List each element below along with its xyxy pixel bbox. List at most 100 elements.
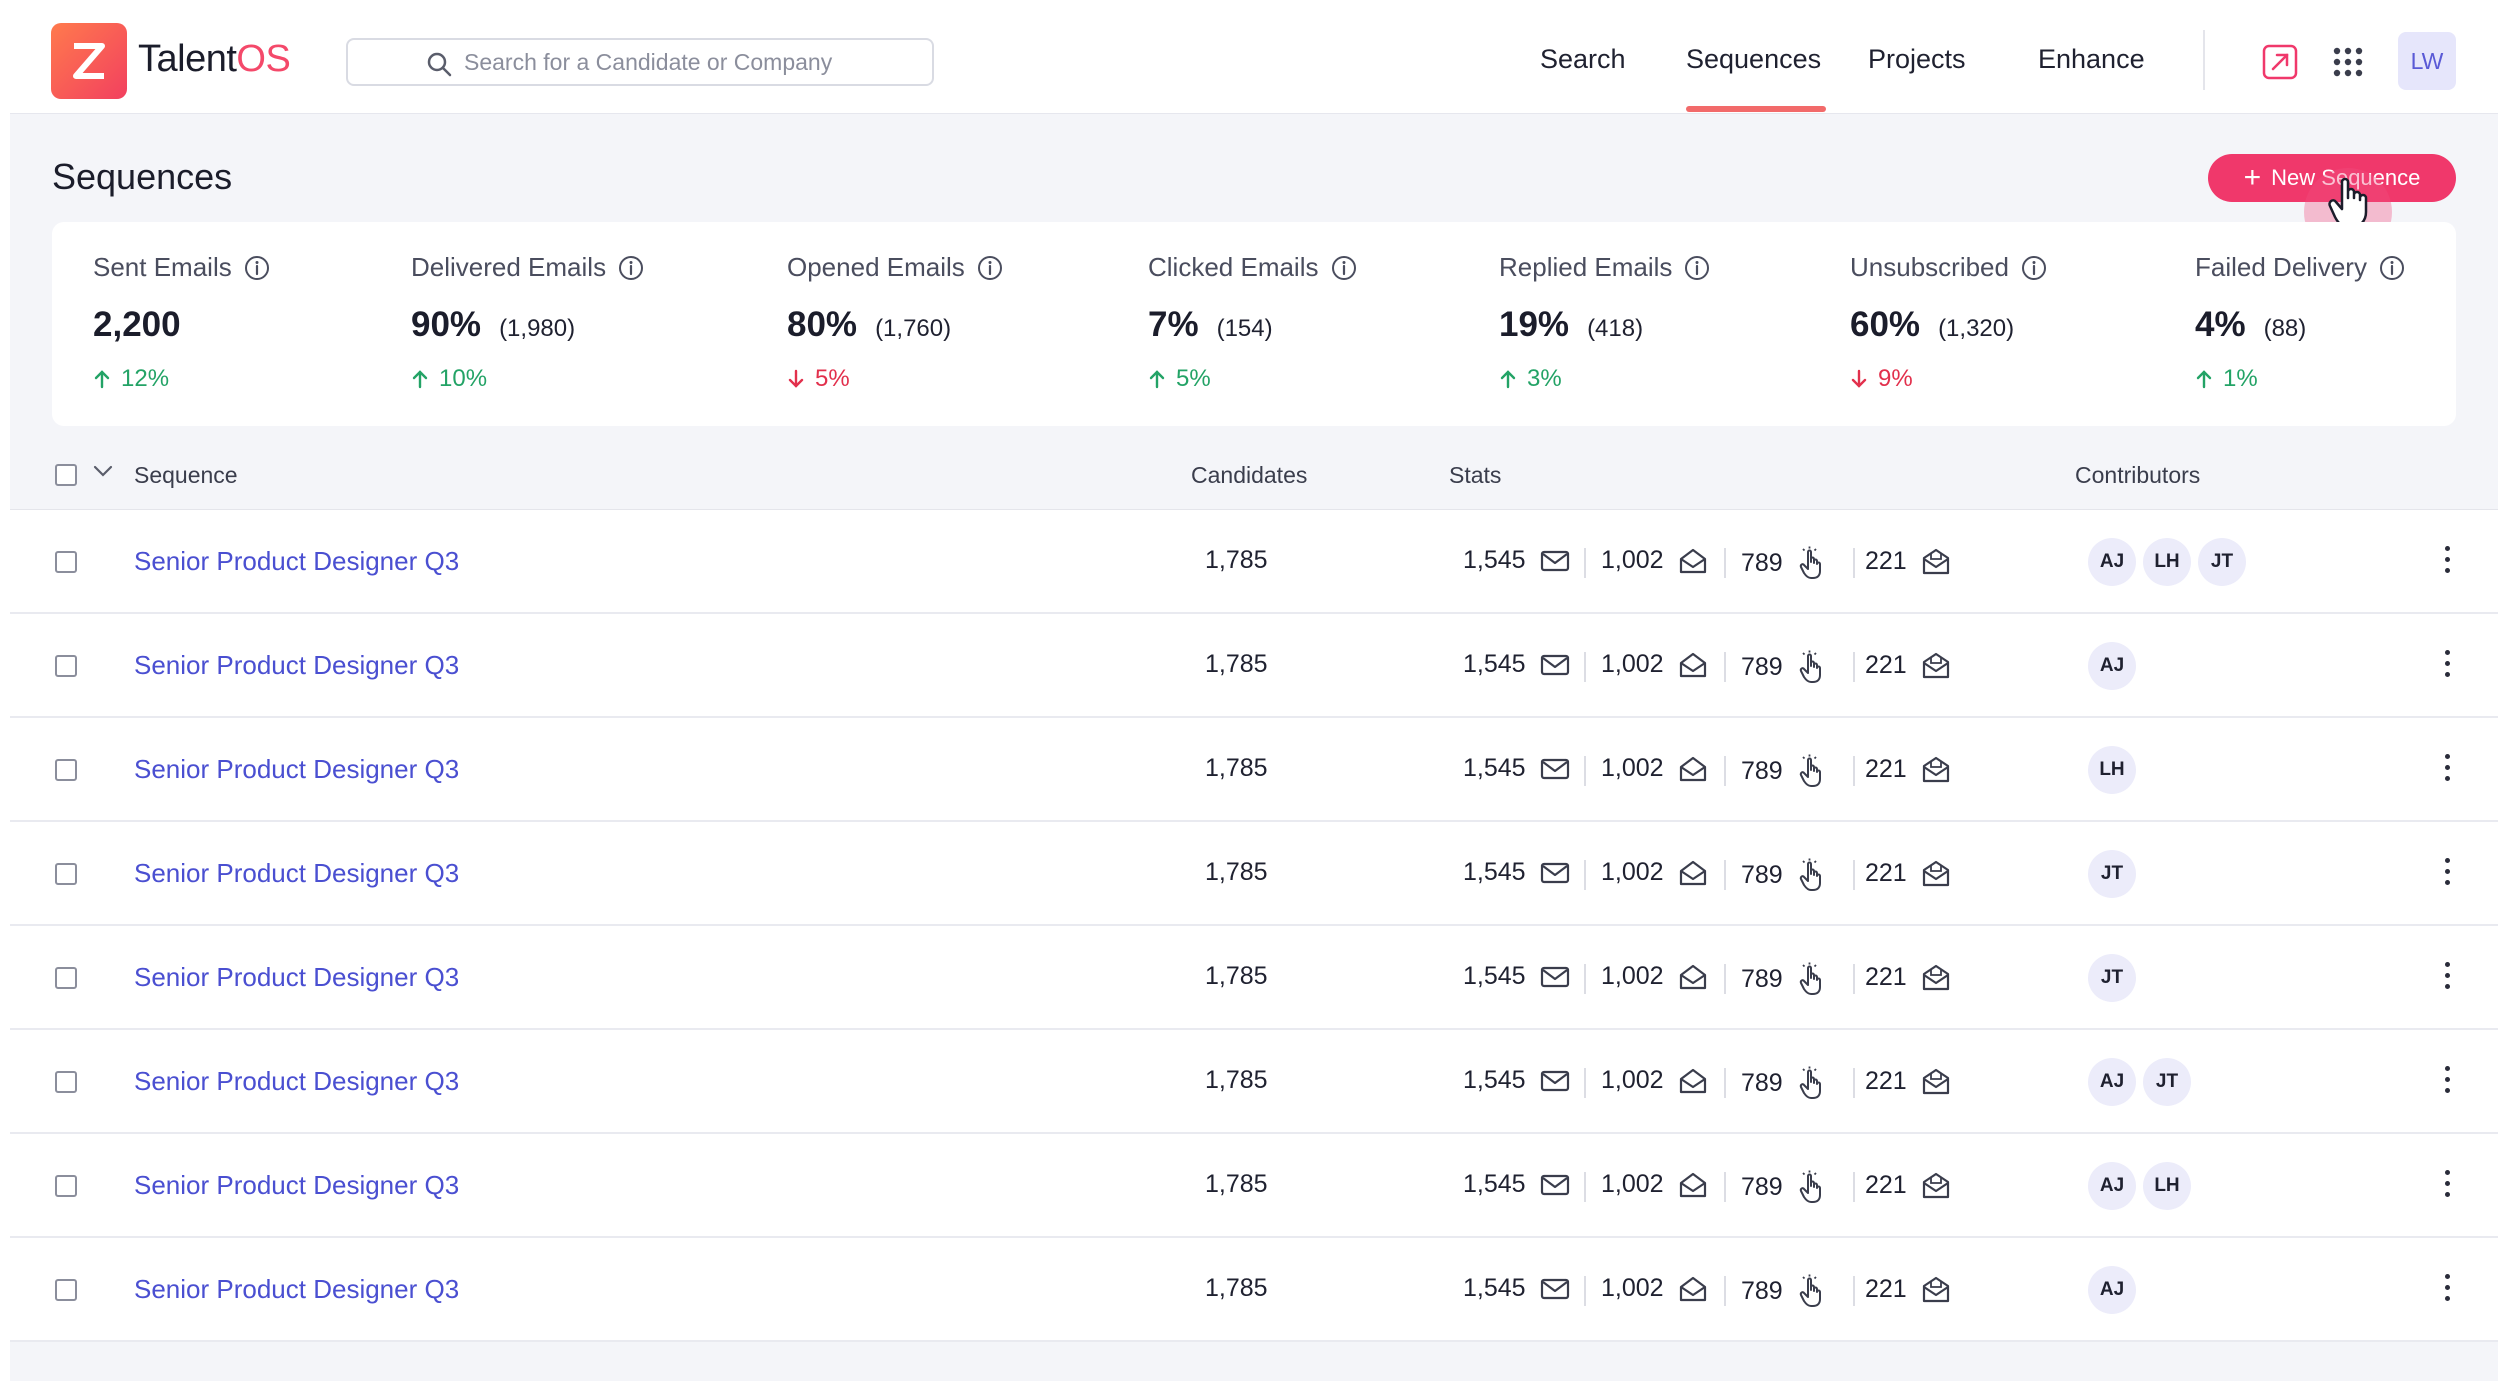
col-sequence[interactable]: Sequence [134,462,238,488]
sequence-link[interactable]: Senior Product Designer Q3 [134,858,460,888]
apps-grid-icon[interactable] [2330,44,2366,80]
row-checkbox[interactable] [55,1071,77,1093]
table-row[interactable]: Senior Product Designer Q3 1,785 1,545 1,00… [10,510,2498,614]
stat-value: 19% (418) [1499,305,1644,344]
info-icon[interactable] [2379,255,2405,281]
mail-opened-icon [1679,548,1706,573]
more-options-icon[interactable] [2440,962,2454,996]
stat-replied: 221 [1865,754,1951,784]
info-icon[interactable] [2021,255,2047,281]
sequence-link[interactable]: Senior Product Designer Q3 [134,962,460,992]
more-options-icon[interactable] [2440,546,2454,580]
user-avatar[interactable]: LW [2398,32,2456,90]
contributor-avatar[interactable]: JT [2198,538,2246,586]
sequence-link[interactable]: Senior Product Designer Q3 [134,546,460,576]
stat-replied: 221 [1865,1170,1951,1200]
sequence-link[interactable]: Senior Product Designer Q3 [134,1066,460,1096]
more-options-icon[interactable] [2440,858,2454,892]
stat-clicked: 789 [1741,546,1825,580]
col-candidates[interactable]: Candidates [1191,462,1308,488]
contributor-avatar[interactable]: AJ [2088,538,2136,586]
contributor-avatar[interactable]: AJ [2088,1162,2136,1210]
stat-unsubscribed: Unsubscribed 60% (1,320) 9% [1850,252,2047,393]
nav-enhance[interactable]: Enhance [2038,44,2145,74]
info-icon[interactable] [1331,255,1357,281]
table-row[interactable]: Senior Product Designer Q3 1,785 1,545 1,00… [10,1030,2498,1134]
contributor-avatar[interactable]: JT [2143,1058,2191,1106]
mail-opened-icon [1679,652,1706,677]
info-icon[interactable] [618,255,644,281]
table-row[interactable]: Senior Product Designer Q3 1,785 1,545 1,00… [10,614,2498,718]
row-checkbox[interactable] [55,759,77,781]
search-input[interactable] [464,46,914,78]
more-options-icon[interactable] [2440,1066,2454,1100]
row-checkbox[interactable] [55,655,77,677]
click-icon [1799,754,1821,787]
more-options-icon[interactable] [2440,1170,2454,1204]
stat-delivered-emails: Delivered Emails 90% (1,980) 10% [411,252,644,393]
row-checkbox[interactable] [55,967,77,989]
more-options-icon[interactable] [2440,1274,2454,1308]
stat-opened: 1,002 [1601,1170,1708,1199]
more-options-icon[interactable] [2440,754,2454,788]
sequence-link[interactable]: Senior Product Designer Q3 [134,1274,460,1304]
contributor-avatar[interactable]: AJ [2088,1266,2136,1314]
stat-divider [1724,1276,1726,1306]
mail-sent-icon [1540,862,1569,883]
stat-divider [1853,1172,1855,1202]
mail-sent-icon [1540,550,1569,571]
new-sequence-button[interactable]: + New Sequence [2208,154,2456,202]
contributor-avatar[interactable]: LH [2143,1162,2191,1210]
top-header: TalentOS Search Sequences Projects Enhan… [10,0,2498,114]
click-icon [1799,1274,1821,1307]
info-icon[interactable] [1684,255,1710,281]
mail-sent-icon [1540,1070,1569,1091]
stats-summary-card: Sent Emails 2,200 12% Delivered Emails 90% (1… [52,222,2456,426]
app-frame: TalentOS Search Sequences Projects Enhan… [10,0,2498,1381]
stat-opened: 1,002 [1601,1066,1708,1095]
stat-divider [1584,1276,1586,1306]
chevron-down-icon[interactable] [92,464,114,478]
mail-opened-icon [1679,964,1706,989]
contributor-avatar[interactable]: LH [2088,746,2136,794]
row-checkbox[interactable] [55,863,77,885]
more-options-icon[interactable] [2440,650,2454,684]
nav-projects[interactable]: Projects [1868,44,1966,74]
select-all-checkbox[interactable] [55,464,77,486]
nav-search[interactable]: Search [1540,44,1626,74]
logo-icon[interactable] [51,23,127,99]
table-row[interactable]: Senior Product Designer Q3 1,785 1,545 1,00… [10,1134,2498,1238]
table-row[interactable]: Senior Product Designer Q3 1,785 1,545 1,00… [10,1238,2498,1342]
stat-label: Failed Delivery [2195,252,2367,282]
stat-subvalue: (88) [2263,315,2307,342]
row-checkbox[interactable] [55,1175,77,1197]
mail-opened-icon [1679,860,1706,885]
contributor-avatar[interactable]: JT [2088,954,2136,1002]
mail-replied-icon [1922,756,1949,783]
stat-divider [1584,964,1586,994]
table-row[interactable]: Senior Product Designer Q3 1,785 1,545 1,00… [10,822,2498,926]
table-row[interactable]: Senior Product Designer Q3 1,785 1,545 1,00… [10,718,2498,822]
arrow-up-icon [412,370,428,389]
contributor-avatar[interactable]: AJ [2088,642,2136,690]
sequence-link[interactable]: Senior Product Designer Q3 [134,650,460,680]
active-tab-indicator [1686,106,1826,112]
sequence-link[interactable]: Senior Product Designer Q3 [134,754,460,784]
info-icon[interactable] [977,255,1003,281]
contributor-avatar[interactable]: LH [2143,538,2191,586]
row-checkbox[interactable] [55,1279,77,1301]
col-stats[interactable]: Stats [1449,462,1502,488]
table-row[interactable]: Senior Product Designer Q3 1,785 1,545 1,00… [10,926,2498,1030]
info-icon[interactable] [244,255,270,281]
sequence-link[interactable]: Senior Product Designer Q3 [134,1170,460,1200]
nav-sequences[interactable]: Sequences [1686,44,1822,74]
contributor-avatar[interactable]: AJ [2088,1058,2136,1106]
stat-replied: 221 [1865,1274,1951,1304]
app-name: TalentOS [138,38,291,80]
external-link-icon[interactable] [2262,44,2298,80]
row-checkbox[interactable] [55,551,77,573]
click-icon [1799,650,1821,683]
col-contributors[interactable]: Contributors [2075,462,2201,488]
contributor-avatar[interactable]: JT [2088,850,2136,898]
search-box[interactable] [346,38,934,86]
